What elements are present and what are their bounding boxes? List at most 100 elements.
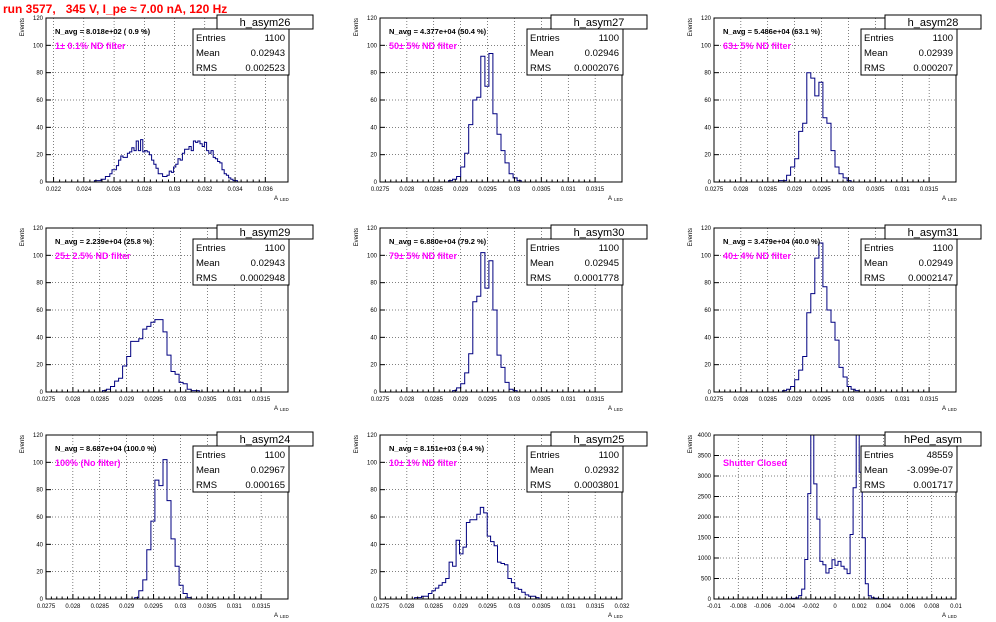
y-tick-label: 0	[374, 597, 378, 603]
y-tick-label: 100	[33, 43, 44, 49]
y-tick-label: 3000	[698, 474, 712, 480]
navg-label: N_avg = 6.880e+04 (79.2 %)	[389, 237, 487, 246]
x-tick-label: 0.03	[175, 604, 187, 610]
y-tick-label: 0	[374, 180, 378, 186]
stat-entries-value: 1100	[599, 450, 619, 461]
filter-label: 63± 5% ND filter	[723, 41, 791, 51]
stats-box	[192, 445, 290, 493]
y-tick-label: 3500	[698, 454, 712, 460]
stat-mean-label: Mean	[864, 48, 888, 59]
x-tick-label: 0.022	[46, 187, 62, 193]
filter-label: 40± 4% ND filter	[723, 251, 791, 261]
histogram-panel-h_asym28: 0.0275 0.028 0.0285 0.029 0.0295 0.03 0.0305 0.…	[688, 14, 982, 202]
navg-label: N_avg = 4.377e+04 (50.4 %)	[389, 27, 487, 36]
y-tick-label: 1500	[698, 536, 712, 542]
histogram-name: h_asym25	[574, 434, 625, 446]
y-tick-label: 60	[36, 308, 43, 314]
x-tick-label: 0.031	[561, 187, 577, 193]
y-tick-label: 20	[370, 570, 377, 576]
x-tick-label: -0.002	[802, 604, 820, 610]
stat-rms-label: RMS	[530, 480, 551, 491]
stat-mean-label: Mean	[530, 465, 554, 476]
y-tick-label: 0	[40, 390, 44, 396]
stat-entries-value: 1100	[933, 243, 953, 254]
y-tick-label: 120	[367, 433, 378, 439]
stat-mean-label: Mean	[864, 465, 888, 476]
y-tick-label: 60	[370, 98, 377, 104]
stats-box	[526, 238, 624, 286]
stat-entries-label: Entries	[196, 33, 226, 44]
x-tick-label: 0.031	[895, 397, 911, 403]
stat-entries-value: 1100	[265, 243, 285, 254]
x-tick-label: 0.0295	[478, 187, 497, 193]
y-tick-label: 40	[36, 335, 43, 341]
y-tick-label: 40	[36, 125, 43, 131]
histogram-panel-h_asym25: 0.0275 0.028 0.0285 0.029 0.0295 0.03 0.0305 0.…	[354, 431, 648, 619]
y-tick-label: 0	[40, 180, 44, 186]
x-tick-label: 0.028	[399, 604, 415, 610]
y-tick-label: 100	[33, 253, 44, 259]
navg-label: N_avg = 2.239e+04 (25.8 %)	[55, 237, 153, 246]
stat-rms-label: RMS	[530, 63, 551, 74]
stat-entries-value: 1100	[933, 33, 953, 44]
x-tick-label: -0.006	[754, 604, 772, 610]
stat-mean-value: 0.02932	[585, 465, 619, 476]
histogram-panel-h_asym24: 0.0275 0.028 0.0285 0.029 0.0295 0.03 0.0305 0.…	[20, 431, 314, 619]
x-tick-label: -0.008	[730, 604, 748, 610]
y-tick-label: 2500	[698, 495, 712, 501]
x-tick-label: 0.0315	[252, 604, 271, 610]
x-tick-label: 0.0285	[425, 397, 444, 403]
histogram-panel-h_asym29: 0.0275 0.028 0.0285 0.029 0.0295 0.03 0.0305 0.…	[20, 224, 314, 412]
stat-mean-value: 0.02943	[251, 48, 285, 59]
y-tick-label: 20	[370, 153, 377, 159]
x-tick-label: 0.008	[924, 604, 940, 610]
stat-rms-label: RMS	[864, 480, 885, 491]
stats-box	[192, 28, 290, 76]
y-tick-label: 100	[33, 460, 44, 466]
y-tick-label: 60	[36, 515, 43, 521]
stat-mean-value: 0.02945	[585, 258, 619, 269]
x-tick-label: 0.031	[227, 604, 243, 610]
stats-box	[526, 445, 624, 493]
y-tick-label: 40	[370, 542, 377, 548]
x-axis-label: A LED	[274, 406, 290, 412]
y-tick-label: 100	[367, 253, 378, 259]
x-tick-label: 0.031	[561, 397, 577, 403]
x-tick-label: 0.0285	[91, 604, 110, 610]
x-tick-label: 0.029	[787, 397, 803, 403]
x-axis-label-subscript: LED	[948, 407, 958, 412]
histogram-panel-h_asym27: 0.0275 0.028 0.0285 0.029 0.0295 0.03 0.0305 0.…	[354, 14, 648, 202]
y-tick-label: 80	[36, 71, 43, 77]
y-tick-label: 60	[370, 308, 377, 314]
x-axis-label: A LED	[608, 613, 624, 619]
y-tick-label: 500	[701, 577, 712, 583]
stat-rms-value: 0.001717	[913, 480, 953, 491]
stats-box	[526, 28, 624, 76]
histogram-name: h_asym31	[908, 227, 959, 239]
y-axis-label: Events	[20, 435, 26, 453]
x-tick-label: 0.006	[900, 604, 916, 610]
y-tick-label: 120	[33, 433, 44, 439]
x-tick-label: 0.0315	[586, 604, 605, 610]
x-tick-label: 0.0315	[252, 397, 271, 403]
y-tick-label: 40	[704, 335, 711, 341]
y-tick-label: 60	[704, 308, 711, 314]
x-tick-label: 0.0295	[478, 397, 497, 403]
x-tick-label: 0.036	[258, 187, 274, 193]
x-axis-label-subscript: LED	[614, 614, 624, 619]
stat-entries-value: 1100	[599, 243, 619, 254]
stat-rms-value: 0.000165	[245, 480, 285, 491]
y-tick-label: 120	[367, 226, 378, 232]
y-tick-label: 60	[704, 98, 711, 104]
filter-label: 79± 5% ND filter	[389, 251, 457, 261]
x-tick-label: 0.0315	[586, 187, 605, 193]
x-axis-label-subscript: LED	[280, 197, 290, 202]
x-axis-label: A LED	[274, 613, 290, 619]
y-tick-label: 100	[367, 43, 378, 49]
y-tick-label: 60	[36, 98, 43, 104]
x-axis-label-subscript: LED	[280, 407, 290, 412]
x-tick-label: 0.031	[895, 187, 911, 193]
histogram-name: h_asym28	[908, 17, 959, 29]
x-tick-label: 0.028	[399, 397, 415, 403]
